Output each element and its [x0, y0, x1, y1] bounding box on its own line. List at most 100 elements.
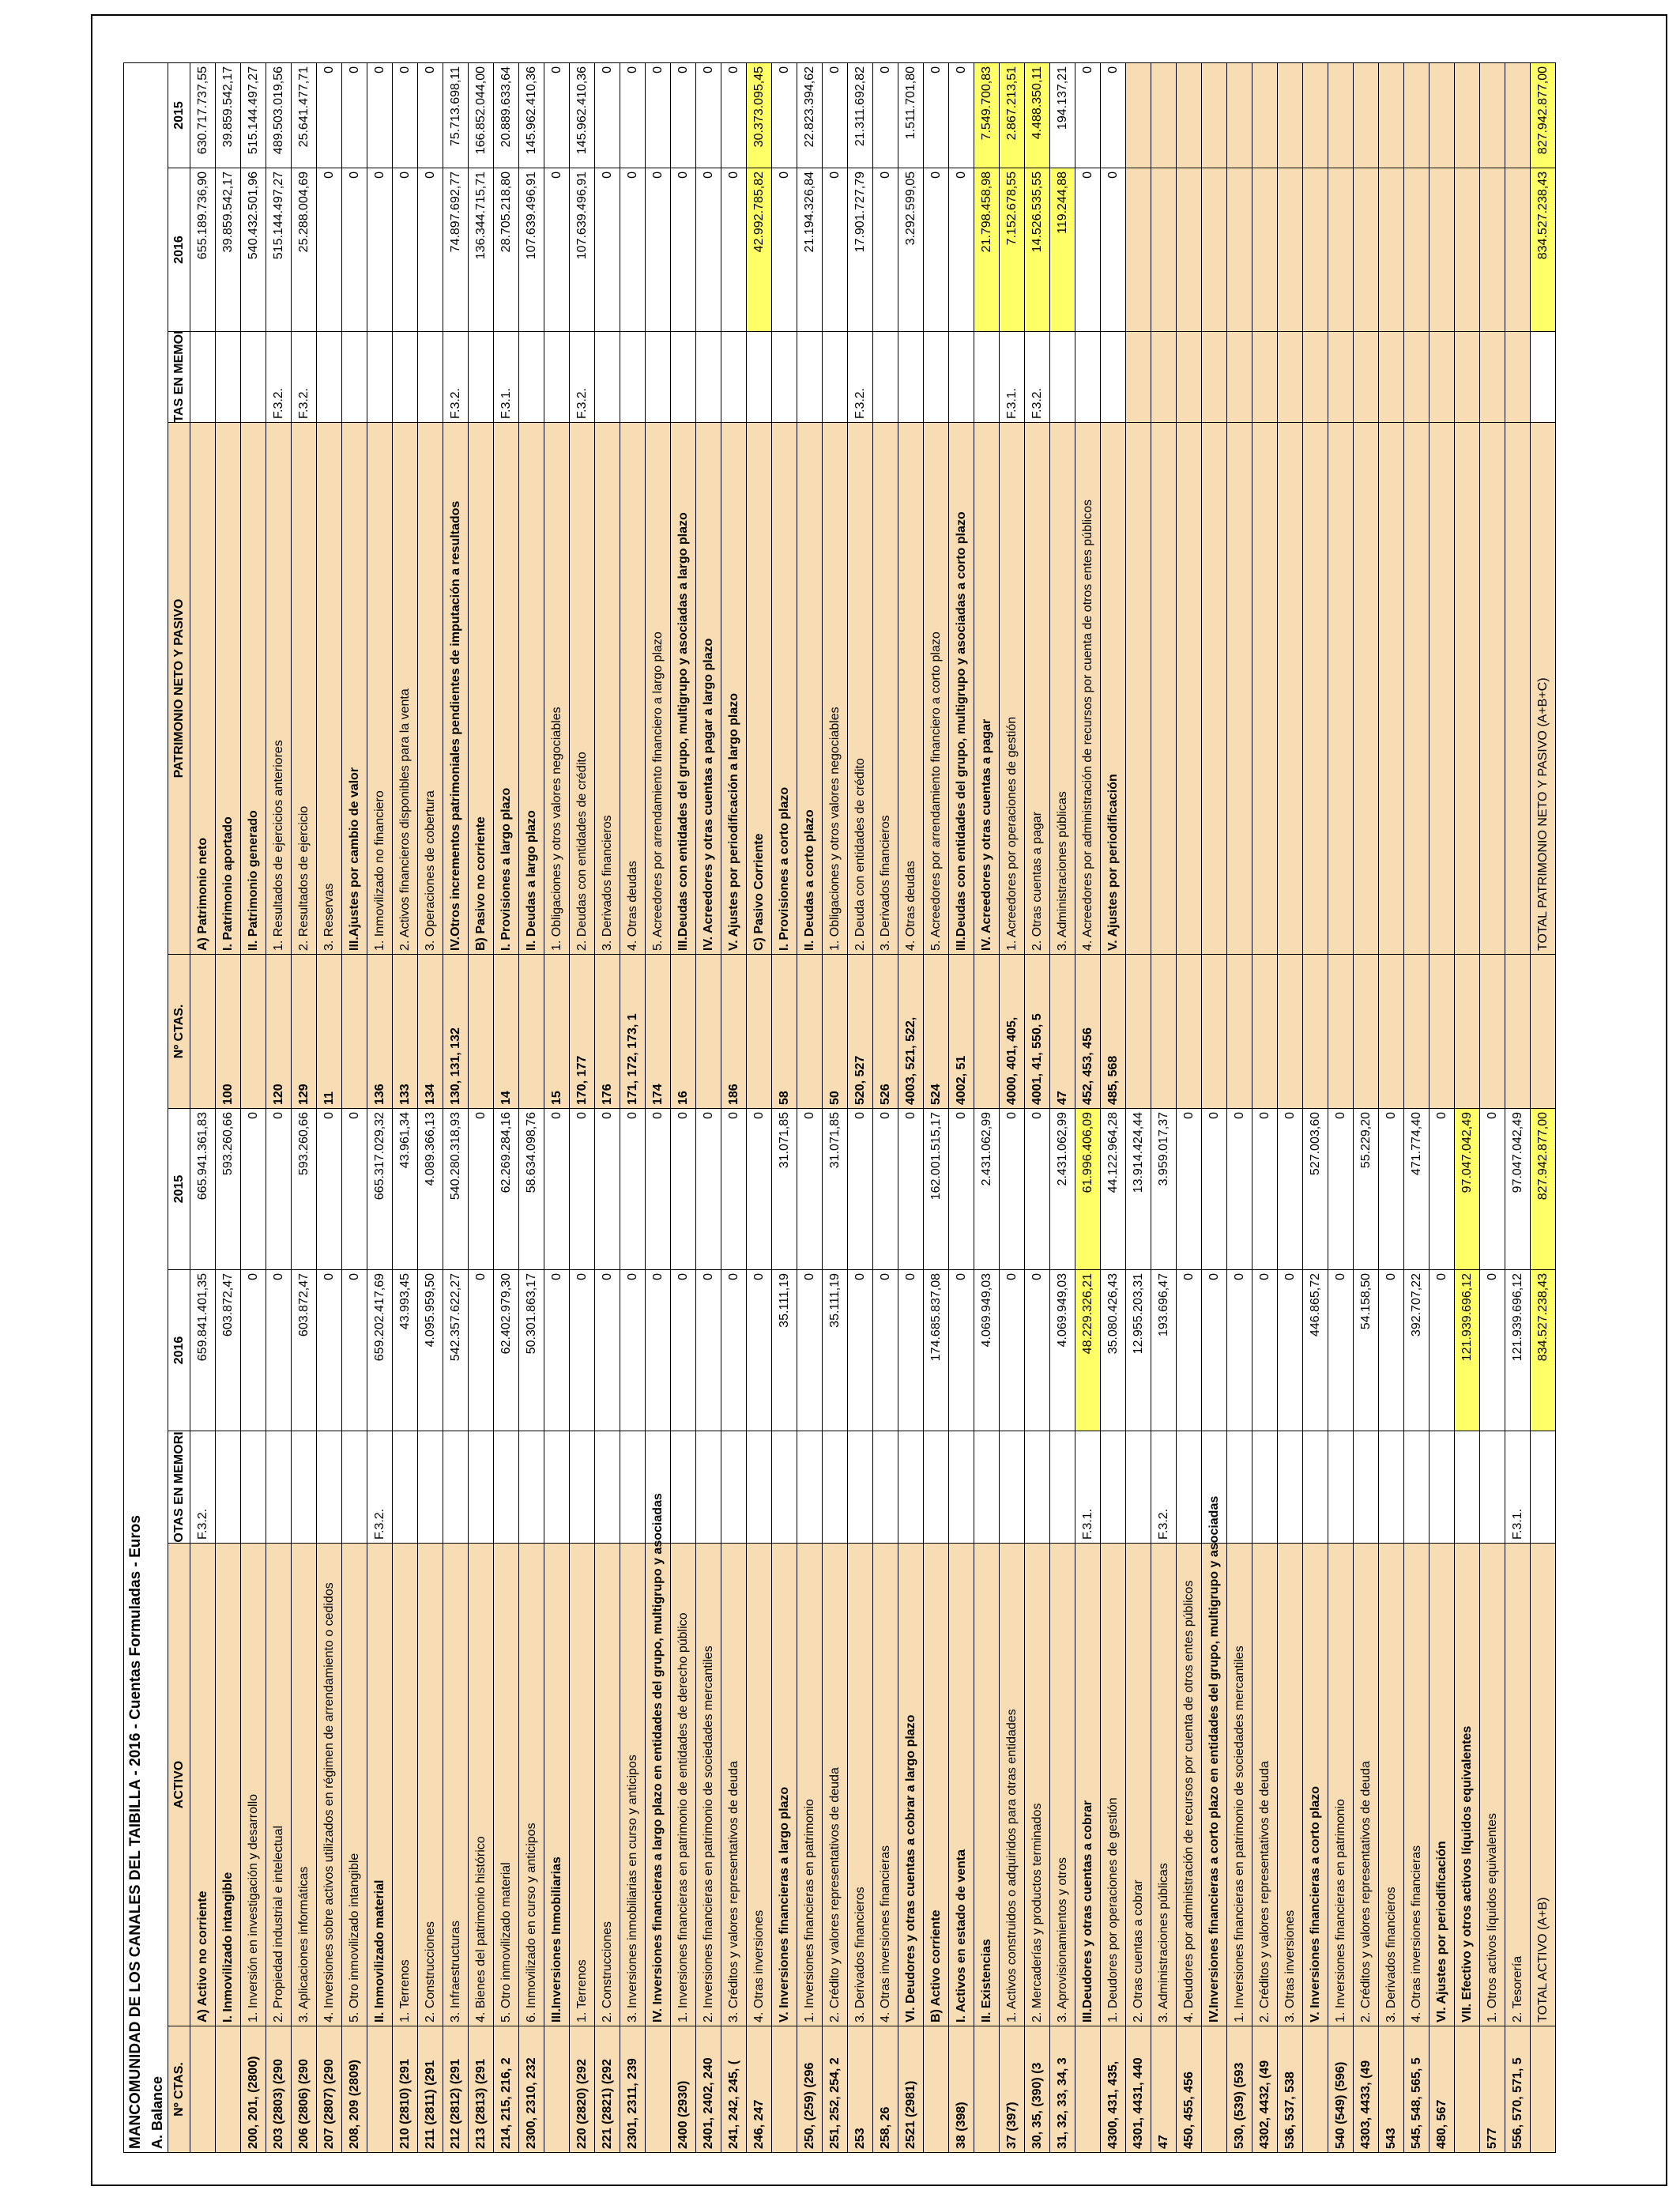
- memo-note-cell: F.3.2.: [443, 331, 469, 423]
- balance-row: 530, (539) (593 1. Inversiones financiera…: [1226, 62, 1252, 2153]
- account-codes-cell: [341, 954, 367, 1109]
- memo-note-cell: [1429, 1431, 1455, 1544]
- value-2015-cell: 4.089.366,13: [417, 1108, 443, 1270]
- memo-note-cell: [898, 331, 924, 423]
- account-codes-cell: [1328, 954, 1354, 1109]
- concept-cell: 3. Administraciones públicas: [1151, 1543, 1177, 2026]
- concept: V. Ajustes por periodificación: [1106, 774, 1120, 951]
- account-codes: 526: [878, 1084, 892, 1105]
- account-codes-cell: 213 (2813) (291: [468, 2026, 494, 2153]
- value-2016-cell: 0: [948, 1269, 974, 1431]
- concept: V. Inversiones financieras a corto plazo: [1308, 1785, 1322, 2022]
- concept-cell: 4. Inversiones sobre activos utilizados …: [316, 1543, 342, 2026]
- value-2015-cell: 0: [266, 1108, 292, 1270]
- column-header-cell: 2016: [168, 1269, 190, 1431]
- value-2016-cell: [1403, 168, 1430, 332]
- memo-note-cell: [645, 331, 671, 423]
- concept-cell: 4. Bienes del patrimonio histórico: [468, 1543, 494, 2026]
- concept-cell: [1302, 422, 1328, 955]
- concept-cell: V. Ajustes por periodificación: [1100, 422, 1126, 955]
- memo-note-cell: [417, 331, 443, 423]
- concept: C) Pasivo Corriente: [751, 833, 766, 951]
- value-2015: 22.823.394,62: [802, 66, 816, 148]
- concept: II. Deudas a largo plazo: [524, 810, 538, 951]
- concept: 4. Inversiones sobre activos utilizados …: [322, 1582, 336, 2022]
- concept-cell: [1378, 422, 1404, 955]
- concept-cell: 5. Acreedores por arrendamiento financie…: [645, 422, 671, 955]
- concept-cell: TOTAL PATRIMONIO NETO Y PASIVO (A+B+C): [1530, 422, 1556, 955]
- concept: I. Patrimonio aportado: [220, 816, 235, 951]
- value-2015-cell: 0: [594, 1108, 620, 1270]
- concept-cell: 1. Inversión en investigación y desarrol…: [240, 1543, 266, 2026]
- account-codes-cell: [1454, 2026, 1480, 2153]
- memo-note: F.3.2.: [574, 387, 589, 419]
- value-2015-cell: 0: [948, 62, 974, 168]
- memo-note-cell: [1302, 1431, 1328, 1544]
- account-codes-cell: 38 (398): [948, 2026, 974, 2153]
- account-codes-cell: [1479, 954, 1505, 1109]
- concept-cell: [1252, 422, 1278, 955]
- value-2016-cell: 4.069.949,03: [974, 1269, 1000, 1431]
- value-2015-cell: 0: [1024, 1108, 1050, 1270]
- value-2015: 20.889.633,64: [499, 66, 513, 148]
- concept-cell: 1. Obligaciones y otros valores negociab…: [544, 422, 570, 955]
- value-2015-cell: 0: [923, 62, 949, 168]
- value-2015-cell: 13.914.424,44: [1125, 1108, 1151, 1270]
- concept: I. Activos en estado de venta: [954, 1849, 968, 2022]
- value-2016-cell: [1201, 168, 1227, 332]
- value-2016-cell: 42.992.785,82: [746, 168, 772, 332]
- concept: 1. Terrenos: [574, 1959, 589, 2022]
- concept-cell: 4. Acreedores por administración de recu…: [1075, 422, 1101, 955]
- value-2015: 58.634.098,76: [524, 1112, 538, 1193]
- concept-cell: A) Activo no corriente: [190, 1543, 216, 2026]
- concept-cell: VI. Ajustes por periodificación: [1429, 1543, 1455, 2026]
- value-2016-cell: 659.202.417,69: [367, 1269, 393, 1431]
- value-2015: 0: [397, 66, 412, 74]
- column-header: PATRIMONIO NETO Y PASIVO: [171, 598, 186, 778]
- value-2016-cell: 0: [544, 168, 570, 332]
- value-2016: 0: [1080, 172, 1094, 179]
- balance-row: 246, 247 4. Otras inversiones 0 0 C) Pasivo …: [746, 62, 772, 2153]
- concept-cell: TOTAL ACTIVO (A+B): [1530, 1543, 1556, 2026]
- account-codes-cell: 100: [215, 954, 241, 1109]
- balance-row: 258, 26 4. Otras inversiones financieras 0…: [872, 62, 898, 2153]
- value-2015: 62.269.284,16: [499, 1112, 513, 1193]
- account-codes-cell: [1353, 954, 1379, 1109]
- concept: 2. Construcciones: [600, 1921, 614, 2022]
- concept: 5. Otro inmovilizado material: [499, 1862, 513, 2022]
- concept: 2. Otras cuentas a pagar: [1030, 811, 1044, 951]
- concept-cell: 5. Acreedores por arrendamiento financie…: [923, 422, 949, 955]
- concept-cell: 2. Propiedad industrial e intelectual: [266, 1543, 292, 2026]
- account-codes: 4002, 51: [954, 1055, 968, 1105]
- balance-row: II. Existencias 4.069.949,03 2.431.062,99 I…: [974, 62, 1000, 2153]
- value-2016-cell: 35.111,19: [771, 1269, 797, 1431]
- concept: 1. Inversiones financieras en patrimonio…: [1232, 1646, 1246, 2022]
- account-codes-cell: 221 (2821) (292: [594, 2026, 620, 2153]
- value-2016-cell: 0: [367, 168, 393, 332]
- value-2015: 61.996.406,09: [1080, 1112, 1094, 1193]
- memo-note-cell: [923, 331, 949, 423]
- value-2015: 166.852.044,00: [473, 66, 488, 155]
- concept-cell: [1479, 422, 1505, 955]
- concept-cell: [1403, 422, 1430, 955]
- concept: 3. Derivados financieros: [600, 815, 614, 951]
- column-header: 2016: [171, 236, 186, 264]
- value-2015-cell: 97.047.042,49: [1505, 1108, 1531, 1270]
- memo-note-cell: [1125, 331, 1151, 423]
- value-2015: 21.311.692,82: [853, 66, 867, 147]
- value-2016-cell: [1277, 168, 1303, 332]
- value-2016-cell: 0: [1252, 1269, 1278, 1431]
- value-2016-cell: 0: [392, 168, 418, 332]
- account-codes-cell: 170, 177: [569, 954, 595, 1109]
- value-2016-cell: 0: [1479, 1269, 1505, 1431]
- account-codes: 30, 35, (390) (3: [1030, 2062, 1044, 2149]
- value-2015: 0: [347, 1112, 361, 1119]
- balance-row: 2301, 2311, 239 3. Inversiones inmobiliar…: [620, 62, 646, 2153]
- value-2016: 603.872,47: [220, 1273, 235, 1337]
- value-2016-cell: 0: [620, 168, 646, 332]
- value-2016: 0: [1232, 1273, 1246, 1280]
- account-codes: 15: [549, 1091, 563, 1105]
- concept: 4. Acreedores por administración de recu…: [1080, 499, 1094, 951]
- value-2016-cell: 107.639.496,91: [569, 168, 595, 332]
- memo-note-cell: [797, 331, 823, 423]
